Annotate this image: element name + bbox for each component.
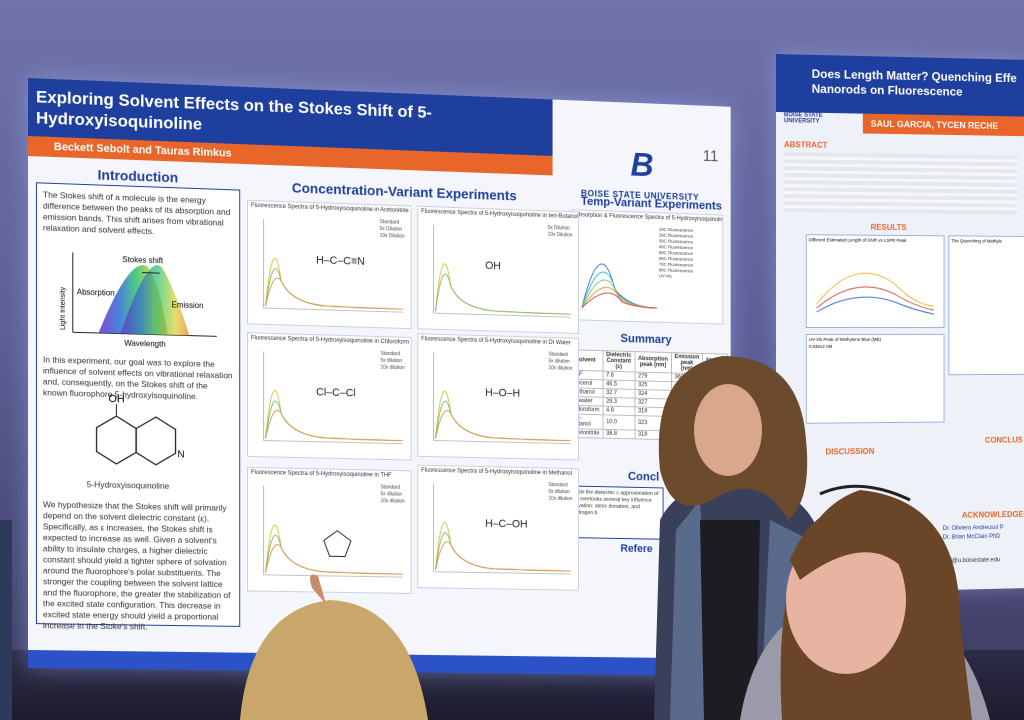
viewer-back-of-head	[240, 575, 428, 720]
left-edge-person	[0, 520, 12, 720]
